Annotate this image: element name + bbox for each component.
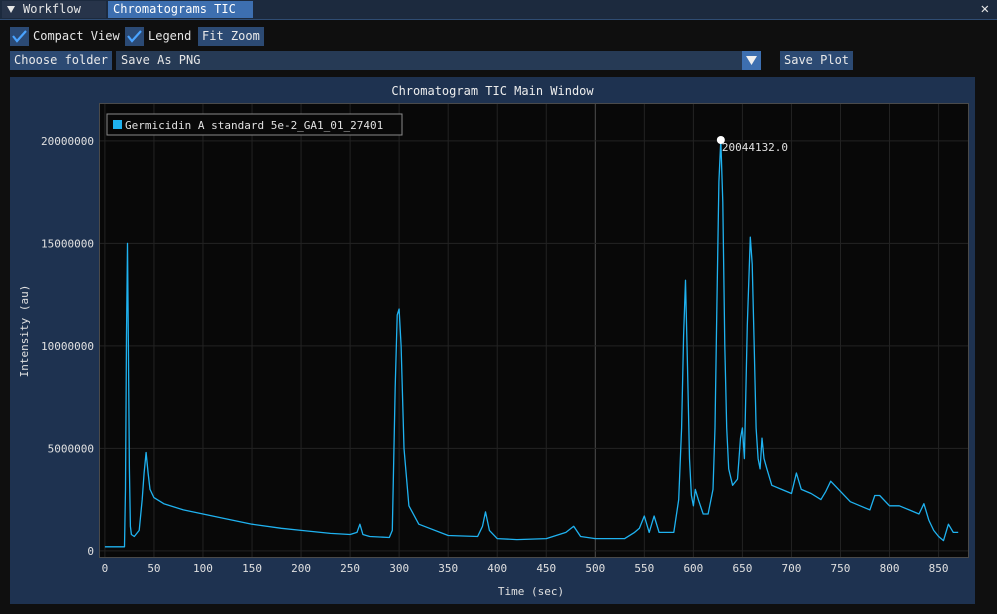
x-tick-label: 750	[831, 562, 851, 575]
chart-axes: 0 5000000 10000000 15000000 20000000 0 50 100 1…	[18, 135, 949, 598]
choose-folder-button[interactable]: Choose folder	[10, 51, 112, 70]
plot-window: Chromatogram TIC Main Window 0 5000000 100…	[10, 77, 975, 604]
save-plot-button[interactable]: Save Plot	[780, 51, 854, 70]
legend-box	[106, 113, 403, 136]
chart-legend[interactable]: Germicidin A standard 5e-2_GA1_01_27401	[106, 113, 403, 136]
x-tick-label: 850	[929, 562, 949, 575]
y-tick-label: 0	[87, 545, 94, 558]
compact-view-label: Compact View	[33, 29, 120, 43]
x-tick-label: 700	[782, 562, 802, 575]
x-tick-label: 400	[487, 562, 507, 575]
tab-workflow-label: Workflow	[23, 2, 81, 16]
x-tick-label: 0	[102, 562, 109, 575]
x-tick-label: 800	[880, 562, 900, 575]
legend-swatch	[113, 120, 122, 129]
x-tick-label: 150	[242, 562, 262, 575]
plot-area[interactable]: 20044132.0 Germicidin A standard 5e-2_GA…	[99, 103, 969, 558]
legend-check-icon[interactable]	[125, 27, 144, 46]
x-tick-label: 250	[340, 562, 360, 575]
close-icon[interactable]: ✕	[980, 1, 989, 17]
compact-view-check-icon[interactable]	[10, 27, 29, 46]
x-tick-label: 450	[536, 562, 556, 575]
x-tick-label: 550	[634, 562, 654, 575]
x-tick-label: 100	[193, 562, 213, 575]
x-tick-label: 200	[291, 562, 311, 575]
tab-chromatograms-tic[interactable]: Chromatograms TIC	[108, 1, 253, 18]
x-tick-label: 350	[438, 562, 458, 575]
x-tick-label: 300	[389, 562, 409, 575]
compact-view-checkbox[interactable]: Compact View	[10, 27, 120, 46]
chart-plot-svg[interactable]: 20044132.0 Germicidin A standard 5e-2_GA…	[100, 104, 968, 557]
peak-annotation: 20044132.0	[722, 141, 788, 154]
legend-checkbox[interactable]: Legend	[125, 27, 191, 46]
tab-bar: Workflow Chromatograms TIC ✕	[0, 0, 997, 20]
legend-entry: Germicidin A standard 5e-2_GA1_01_27401	[125, 119, 383, 132]
save-format-value: Save As PNG	[121, 53, 201, 67]
x-tick-label: 500	[585, 562, 605, 575]
x-tick-label: 650	[732, 562, 752, 575]
y-tick-label: 5000000	[48, 442, 94, 455]
legend-label: Legend	[148, 29, 192, 43]
plot-title: Chromatogram TIC Main Window	[391, 84, 594, 98]
y-tick-label: 20000000	[41, 135, 94, 148]
x-tick-label: 50	[147, 562, 160, 575]
tab-chromatograms-tic-label: Chromatograms TIC	[113, 2, 236, 16]
x-tick-label: 600	[683, 562, 703, 575]
y-tick-label: 15000000	[41, 237, 94, 250]
y-axis-label: Intensity (au)	[18, 285, 31, 378]
peak-marker[interactable]	[716, 135, 725, 144]
collapse-triangle-icon[interactable]	[7, 6, 15, 13]
series-line[interactable]	[104, 139, 959, 548]
dropdown-arrow-icon[interactable]	[742, 51, 761, 70]
save-format-dropdown[interactable]: Save As PNG	[116, 51, 761, 70]
x-axis-label: Time (sec)	[498, 585, 564, 598]
fit-zoom-button[interactable]: Fit Zoom	[198, 27, 264, 46]
tab-workflow[interactable]: Workflow	[2, 1, 106, 18]
y-tick-label: 10000000	[41, 340, 94, 353]
